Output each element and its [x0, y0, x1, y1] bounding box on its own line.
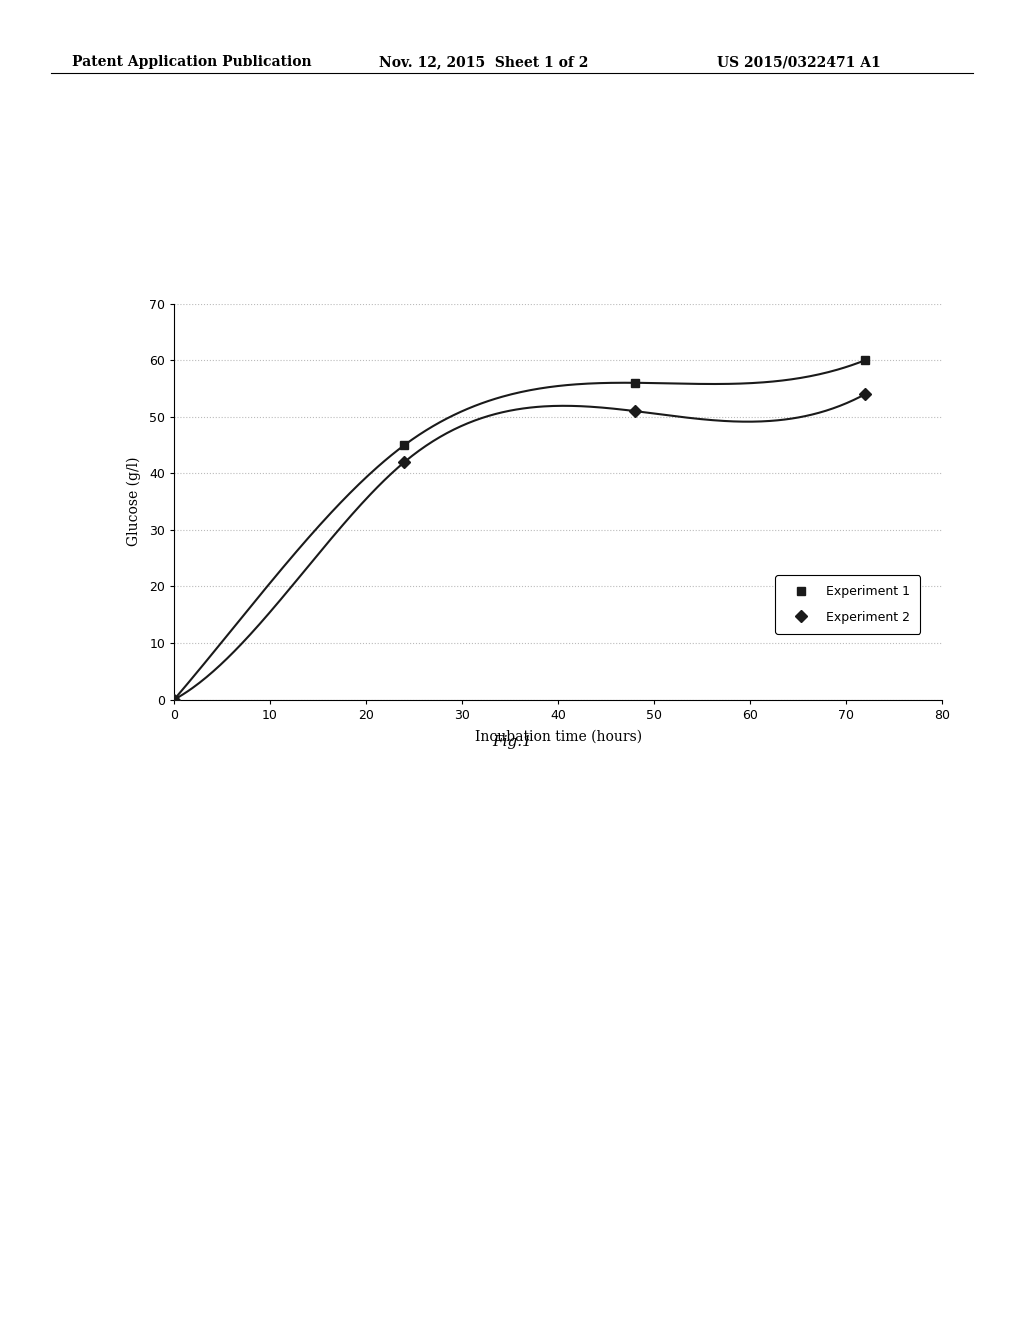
Experiment 1 — [629, 375, 641, 391]
Text: Fig.1: Fig.1 — [493, 735, 531, 750]
Experiment 2 — [398, 454, 411, 470]
Experiment 1 — [859, 352, 871, 368]
Y-axis label: Glucose (g/l): Glucose (g/l) — [126, 457, 140, 546]
Experiment 1 — [168, 692, 180, 708]
Text: US 2015/0322471 A1: US 2015/0322471 A1 — [717, 55, 881, 70]
Line: Experiment 1: Experiment 1 — [170, 356, 869, 704]
Experiment 2 — [859, 387, 871, 403]
Text: Patent Application Publication: Patent Application Publication — [72, 55, 311, 70]
X-axis label: Incubation time (hours): Incubation time (hours) — [474, 730, 642, 744]
Line: Experiment 2: Experiment 2 — [170, 389, 869, 704]
Legend: Experiment 1, Experiment 2: Experiment 1, Experiment 2 — [775, 576, 921, 634]
Experiment 2 — [168, 692, 180, 708]
Experiment 2 — [629, 403, 641, 418]
Experiment 1 — [398, 437, 411, 453]
Text: Nov. 12, 2015  Sheet 1 of 2: Nov. 12, 2015 Sheet 1 of 2 — [379, 55, 588, 70]
